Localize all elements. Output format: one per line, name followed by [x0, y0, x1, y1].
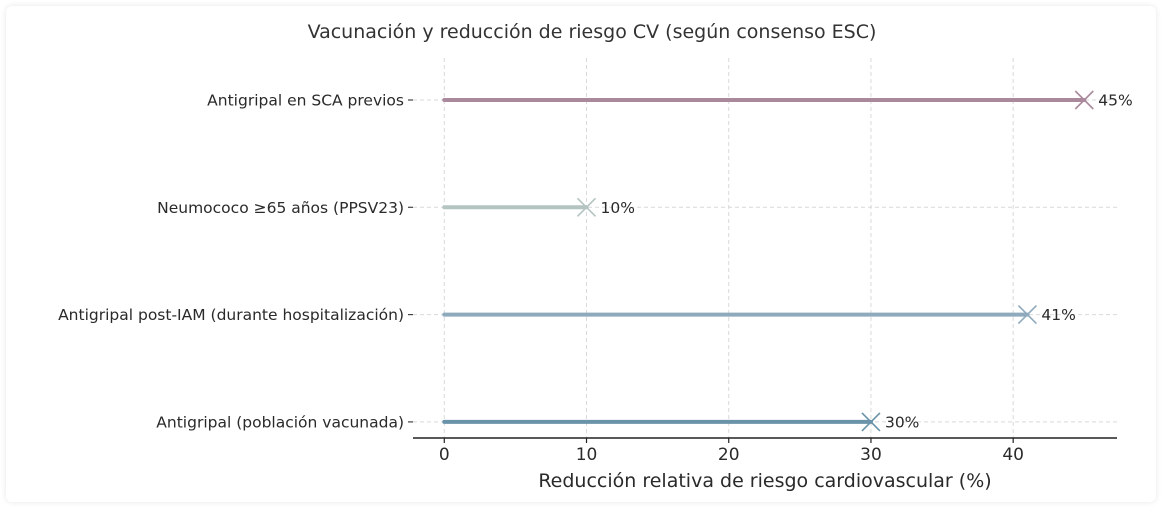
bar-end-marker	[576, 197, 597, 217]
y-category-label: Neumococo ≥65 años (PPSV23)	[157, 199, 404, 217]
marker-stroke	[1017, 305, 1037, 325]
lollipop-series: 45% 10% 41% 30%	[442, 90, 1133, 432]
bar-end-marker	[861, 412, 881, 432]
x-tick-label: 0	[439, 445, 450, 465]
y-category-label: Antigripal en SCA previos	[207, 92, 404, 110]
chart-card	[6, 6, 1156, 502]
marker-stroke	[1074, 90, 1094, 110]
data-label: 41%	[1041, 306, 1075, 324]
x-tick-label: 10	[576, 445, 598, 465]
x-axis-label: Reducción relativa de riesgo cardiovascu…	[538, 470, 991, 492]
data-label: 45%	[1098, 92, 1132, 110]
marker-stroke	[861, 412, 881, 432]
axes: 0 10 20 30 40 Antigripal en SCA previos Neumoc…	[58, 92, 1117, 465]
y-category-label: Antigripal post-IAM (durante hospitaliza…	[58, 306, 404, 324]
x-tick-label: 40	[1002, 445, 1024, 465]
chart-title: Vacunación y reducción de riesgo CV (seg…	[308, 21, 877, 43]
bar-end-marker	[1074, 90, 1094, 110]
y-category-label: Antigripal (población vacunada)	[156, 413, 404, 431]
grid-lines	[413, 58, 1117, 438]
bar-end-marker	[1017, 305, 1037, 325]
x-tick-label: 20	[718, 445, 740, 465]
data-label: 10%	[601, 199, 635, 217]
marker-stroke	[576, 197, 597, 217]
x-tick-label: 30	[860, 445, 882, 465]
data-label: 30%	[885, 413, 919, 431]
